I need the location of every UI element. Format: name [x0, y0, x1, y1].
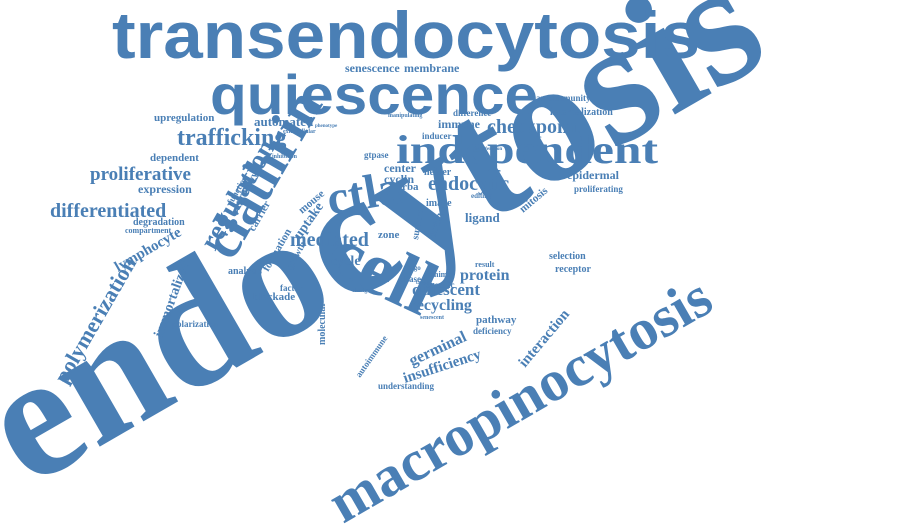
word-quiescence: quiescence: [210, 63, 538, 126]
word-checkpoint: checkpoint: [487, 116, 581, 138]
word-phase: phase: [399, 274, 421, 284]
word-phenotype: phenotype: [315, 124, 338, 129]
word-recycling: recycling: [410, 297, 472, 314]
word-target: target: [416, 281, 429, 286]
word-result: result: [475, 260, 495, 269]
word-degradation: degradation: [133, 217, 185, 228]
word-immune: immune: [438, 117, 481, 131]
word-mediated: mediated: [290, 229, 369, 251]
word-gtpase: gtpase: [364, 150, 389, 160]
word-difference: difference: [453, 108, 491, 118]
word-endocytic: endocytic: [428, 173, 509, 195]
word-transendocytosis: transendocytosis: [112, 0, 700, 72]
word-inhibition: inhibition: [272, 154, 298, 160]
word-animal: animal: [430, 270, 454, 279]
word-blockade: blockade: [253, 291, 295, 303]
word-molecular: molecular: [317, 302, 328, 345]
word-receptor: receptor: [555, 264, 591, 275]
word-expression: expression: [138, 182, 192, 196]
word-ligand: ligand: [465, 210, 500, 225]
word-differentiated: differentiated: [50, 200, 166, 222]
word-compartment: compartment: [125, 226, 172, 235]
word-lrba: lrba: [399, 181, 419, 193]
word-cargo: cargo: [404, 264, 421, 272]
word-autoimmunity: autoimmunity: [536, 93, 591, 103]
word-surface: surface: [410, 207, 426, 240]
word-understanding: understanding: [378, 381, 435, 391]
word-proliferation: proliferation: [475, 147, 502, 152]
word-center: center: [384, 161, 417, 175]
word-dependent: dependent: [150, 152, 199, 164]
word-pathway: pathway: [476, 314, 517, 326]
word-proliferating: proliferating: [574, 184, 623, 194]
word-senescent: senescent: [420, 315, 444, 321]
word-trafficking: trafficking: [177, 125, 286, 151]
word-senescence: senescence: [345, 61, 400, 75]
word-change: change: [352, 288, 370, 294]
word-specific: specific: [426, 280, 455, 290]
word-proliferative: proliferative: [90, 164, 191, 185]
word-manipulating: manipulating: [388, 113, 422, 119]
word-protein: protein: [460, 267, 510, 284]
word-epidermal: epidermal: [567, 168, 620, 182]
word-factor: factor: [280, 283, 303, 293]
word-cyclin: cyclin: [384, 172, 414, 186]
word-cycle: cycle: [331, 254, 361, 269]
word-helper: helper: [424, 167, 452, 178]
word-deficiency: deficiency: [473, 326, 512, 336]
word-selection: selection: [549, 251, 586, 262]
word-polarization: polarization: [172, 319, 219, 329]
word-analysis: analysis: [228, 266, 262, 277]
word-quiescent: quiescent: [412, 280, 480, 299]
word-ctla: ctla: [323, 161, 406, 226]
word-image: image: [426, 198, 452, 209]
word-extracellular: extracellular: [283, 129, 316, 135]
word-zone: zone: [378, 229, 400, 241]
word-automated: automated: [254, 114, 314, 129]
word-membrane: membrane: [404, 61, 460, 75]
word-independent: independent: [396, 127, 659, 172]
word-editing: editing: [471, 192, 492, 200]
word-internalization: internalization: [550, 107, 613, 118]
word-inducer: inducer: [422, 131, 452, 141]
word-upregulation: upregulation: [154, 112, 214, 124]
